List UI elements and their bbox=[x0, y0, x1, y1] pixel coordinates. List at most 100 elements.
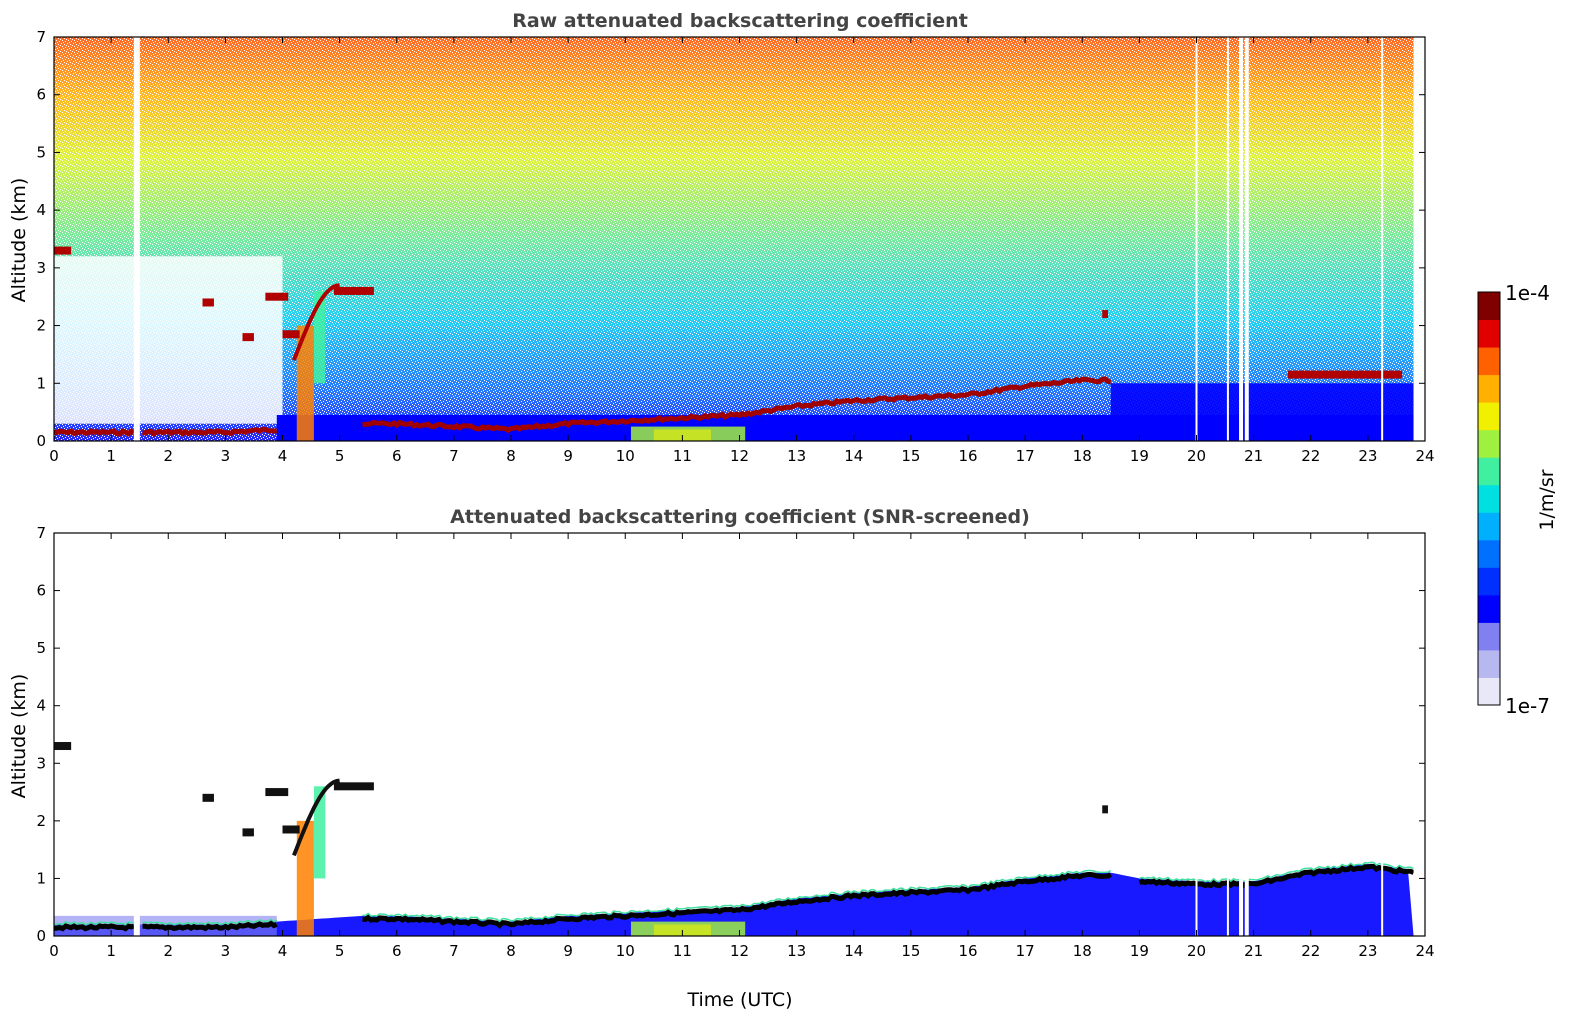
x-tick-label: 2 bbox=[163, 447, 173, 465]
colorbar-swatch bbox=[1478, 649, 1500, 678]
boundary-layer-top-line bbox=[53, 923, 135, 932]
x-tick-label: 7 bbox=[449, 447, 459, 465]
colorbar-swatch bbox=[1478, 512, 1500, 541]
x-tick-label: 14 bbox=[844, 447, 863, 465]
raw-backscatter-panel: Raw attenuated backscattering coefficien… bbox=[8, 10, 1435, 465]
boundary-layer-top-line bbox=[142, 426, 278, 437]
data-gap bbox=[1239, 533, 1244, 936]
x-tick-label: 20 bbox=[1187, 942, 1206, 960]
y-tick-label: 5 bbox=[36, 639, 46, 657]
x-tick-label: 19 bbox=[1130, 942, 1149, 960]
colorbar-swatch bbox=[1478, 677, 1500, 706]
panel1-title: Raw attenuated backscattering coefficien… bbox=[512, 10, 968, 32]
x-tick-label: 15 bbox=[901, 447, 920, 465]
no-data-region bbox=[1413, 37, 1425, 441]
data-gap bbox=[1381, 533, 1384, 936]
x-tick-label: 18 bbox=[1073, 942, 1092, 960]
x-tick-label: 8 bbox=[506, 447, 516, 465]
panel1-axes: 0 1 2 3 4 5 6 7 8 9 10 11 12 13 14 15 16 17 18 19 20 21 22 23 24… bbox=[36, 28, 1434, 465]
convective-plume-edge bbox=[313, 786, 326, 879]
panel2-ylabel: Altitude (km) bbox=[8, 674, 30, 799]
cloud-layer bbox=[1102, 805, 1108, 814]
y-tick-label: 2 bbox=[36, 812, 46, 830]
data-gap bbox=[133, 37, 140, 441]
x-tick-label: 10 bbox=[616, 942, 635, 960]
boundary-layer-top-line bbox=[53, 428, 135, 437]
x-tick-label: 12 bbox=[730, 942, 749, 960]
cloud-layer bbox=[1287, 370, 1403, 379]
x-tick-label: 3 bbox=[221, 942, 231, 960]
x-tick-label: 10 bbox=[616, 447, 635, 465]
x-tick-label: 6 bbox=[392, 942, 402, 960]
convective-plume-edge bbox=[313, 290, 326, 384]
cloud-layer bbox=[265, 788, 289, 797]
colorbar-swatch bbox=[1478, 539, 1500, 568]
y-tick-label: 4 bbox=[36, 201, 46, 219]
x-tick-label: 1 bbox=[106, 447, 116, 465]
x-tick-label: 16 bbox=[958, 942, 977, 960]
x-tick-label: 14 bbox=[844, 942, 863, 960]
surface-band-evening bbox=[1110, 383, 1414, 441]
colorbar-frame bbox=[1477, 291, 1501, 706]
x-tick-label: 9 bbox=[563, 447, 573, 465]
y-tick-label: 0 bbox=[36, 927, 46, 945]
x-tick-label: 16 bbox=[958, 447, 977, 465]
snr-screened-heatmap bbox=[53, 533, 1425, 936]
colorbar-swatch bbox=[1478, 567, 1500, 596]
x-tick-label: 13 bbox=[787, 447, 806, 465]
boundary-layer-top-line bbox=[362, 872, 1113, 929]
x-tick-label: 17 bbox=[1016, 942, 1035, 960]
x-tick-label: 22 bbox=[1301, 447, 1320, 465]
x-tick-label: 23 bbox=[1358, 447, 1377, 465]
x-tick-label: 21 bbox=[1244, 447, 1263, 465]
cloud-layer bbox=[282, 825, 300, 834]
data-gap bbox=[1381, 37, 1384, 441]
convective-plume bbox=[296, 325, 314, 441]
x-tick-label: 4 bbox=[278, 942, 288, 960]
convective-plume bbox=[296, 820, 314, 936]
colorbar-swatch bbox=[1478, 347, 1500, 376]
y-tick-label: 3 bbox=[36, 754, 46, 772]
plume-top bbox=[292, 283, 340, 361]
cloud-layer bbox=[202, 793, 214, 802]
x-tick-label: 9 bbox=[563, 942, 573, 960]
data-gap bbox=[1226, 37, 1229, 441]
x-tick-label: 15 bbox=[901, 942, 920, 960]
x-tick-label: 23 bbox=[1358, 942, 1377, 960]
data-gap bbox=[1239, 37, 1244, 441]
colorbar-swatch bbox=[1478, 457, 1500, 486]
cloud-layer bbox=[333, 286, 374, 295]
colorbar-swatch bbox=[1478, 484, 1500, 513]
panel2-title: Attenuated backscattering coefficient (S… bbox=[450, 506, 1030, 528]
x-tick-label: 4 bbox=[278, 447, 288, 465]
colorbar-swatch bbox=[1478, 594, 1500, 623]
panel1-ylabel: Altitude (km) bbox=[8, 178, 30, 303]
data-gap bbox=[1244, 37, 1249, 441]
plume-top bbox=[292, 778, 340, 857]
x-tick-label: 5 bbox=[335, 942, 345, 960]
colorbar-swatch bbox=[1478, 402, 1500, 431]
x-tick-label: 12 bbox=[730, 447, 749, 465]
colorbar-min-label: 1e-7 bbox=[1505, 694, 1550, 718]
x-tick-label: 3 bbox=[221, 447, 231, 465]
x-tick-label: 11 bbox=[673, 447, 692, 465]
cloud-layer bbox=[282, 330, 300, 339]
panel2-axes: 0 1 2 3 4 5 6 7 8 9 10 11 12 13 14 15 16 17 18 19 20 21 22 23 24… bbox=[36, 524, 1434, 960]
cloud-layer bbox=[242, 828, 254, 837]
x-tick-label: 2 bbox=[163, 942, 173, 960]
x-tick-label: 6 bbox=[392, 447, 402, 465]
data-gap bbox=[1226, 533, 1229, 936]
boundary-layer-top-halo bbox=[53, 921, 135, 926]
colorbar-swatch bbox=[1478, 429, 1500, 458]
cloud-layer bbox=[54, 246, 72, 255]
x-tick-label: 7 bbox=[449, 942, 459, 960]
x-tick-label: 11 bbox=[673, 942, 692, 960]
boundary-layer-top-halo bbox=[142, 918, 278, 926]
x-tick-label: 24 bbox=[1415, 942, 1434, 960]
colorbar: 1e-4 1e-7 1/m/sr bbox=[1477, 281, 1558, 718]
y-tick-label: 1 bbox=[36, 869, 46, 887]
x-tick-label: 17 bbox=[1016, 447, 1035, 465]
x-tick-label: 24 bbox=[1415, 447, 1434, 465]
axes-frame bbox=[53, 532, 1426, 937]
